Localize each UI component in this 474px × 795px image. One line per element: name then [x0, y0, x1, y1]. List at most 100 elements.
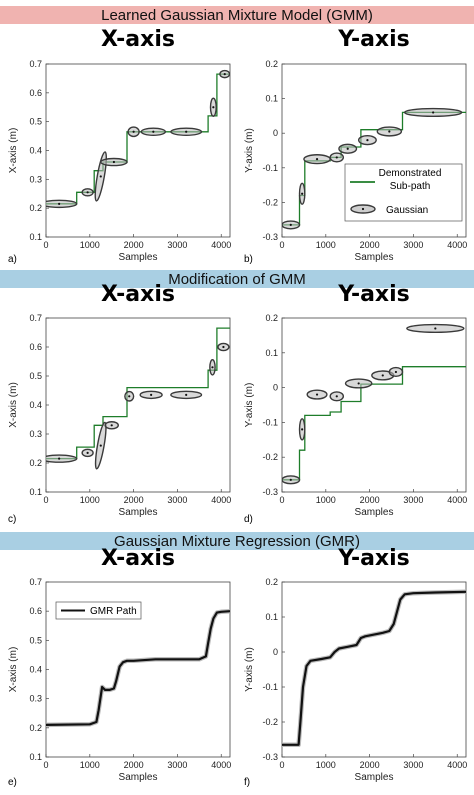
gaussian-center-point	[222, 345, 225, 349]
gaussian-center-point	[132, 130, 135, 133]
gaussian-ellipse	[282, 475, 301, 485]
chart-title: Y-axis	[337, 27, 410, 52]
gaussian-center-point	[112, 160, 116, 164]
x-tick-label: 2000	[360, 240, 380, 250]
gaussian-center-point	[315, 393, 319, 396]
x-tick-label: 2000	[360, 760, 380, 770]
y-tick-label: 0.3	[29, 694, 42, 704]
gaussian-ellipse	[306, 389, 328, 400]
legend-label-gaussian: Gaussian	[386, 205, 428, 216]
gaussian-ellipse	[338, 143, 358, 154]
chart-panel-f: Y-axis -0.3 -0.2 -0.1 0 0.1 0.2 0 1000 2000 3000 40…	[244, 546, 467, 788]
y-tick-label: 0.2	[265, 577, 278, 587]
x-tick-label: 0	[279, 240, 284, 250]
y-tick-label: 0.4	[29, 665, 42, 675]
chart-panel-e: X-axis 0.1 0.2 0.3 0.4 0.5 0.6 0.7 0 1000 2000 3000…	[8, 546, 231, 788]
gaussian-center-point	[110, 424, 113, 427]
chart-title: X-axis	[101, 27, 175, 52]
gaussian-ellipse	[209, 97, 217, 117]
plot-area	[45, 317, 231, 493]
x-tick-label: 0	[43, 760, 48, 770]
x-tick-label: 3000	[167, 240, 187, 250]
y-tick-label: 0.1	[265, 612, 278, 622]
y-tick-label: 0	[273, 383, 278, 393]
y-tick-label: 0.1	[29, 752, 42, 762]
x-tick-label: 2000	[124, 495, 144, 505]
panel-label: b)	[244, 254, 253, 265]
legend-label-subpath: Sub-path	[390, 181, 431, 192]
plot-marks	[282, 323, 466, 485]
y-tick-label: 0.7	[29, 313, 42, 323]
y-tick-label: 0.2	[29, 723, 42, 733]
gaussian-ellipse	[209, 358, 216, 376]
y-tick-label: -0.2	[262, 197, 278, 207]
gaussian-center-point	[394, 370, 398, 374]
y-tick-label: 0.1	[265, 348, 278, 358]
y-tick-label: 0.1	[29, 487, 42, 497]
x-tick-label: 1000	[316, 760, 336, 770]
gaussian-ellipse	[94, 421, 107, 470]
panel-label: f)	[244, 777, 250, 788]
gaussian-center-point	[223, 72, 226, 76]
section-banner-gmr: Gaussian Mixture Regression (GMR)	[0, 532, 474, 550]
gaussian-center-point	[128, 395, 131, 398]
x-axis-label: Samples	[355, 507, 394, 518]
gaussian-center-point	[212, 106, 215, 109]
gaussian-ellipse	[406, 323, 465, 334]
gaussian-ellipse	[217, 342, 230, 352]
x-tick-label: 3000	[167, 495, 187, 505]
section-title: Gaussian Mixture Regression (GMR)	[114, 532, 360, 550]
x-tick-label: 1000	[80, 240, 100, 250]
legend-label-demonstrated: Demonstrated	[379, 168, 442, 179]
gaussian-ellipse	[81, 188, 94, 197]
plot-marks	[46, 608, 230, 728]
x-axis-label: Samples	[119, 507, 158, 518]
gaussian-ellipse	[140, 127, 167, 136]
legend: Demonstrated Sub-path Gaussian	[344, 163, 463, 222]
x-tick-label: 4000	[211, 240, 231, 250]
plot-marks	[46, 69, 230, 209]
x-tick-label: 4000	[211, 760, 231, 770]
gaussian-ellipse	[388, 366, 404, 378]
gaussian-center-point	[289, 478, 292, 481]
chart-title: X-axis	[101, 546, 175, 571]
y-tick-label: 0.2	[265, 59, 278, 69]
x-axis-label: Samples	[119, 252, 158, 263]
panel-label: e)	[8, 777, 17, 788]
y-tick-label: -0.1	[262, 163, 278, 173]
y-tick-label: 0.4	[29, 146, 42, 156]
legend-box	[55, 601, 142, 620]
y-axis-label: Y-axis (m)	[244, 383, 255, 428]
gaussian-ellipse	[81, 448, 94, 458]
chart-panel-b: Y-axis -0.3 -0.2 -0.1 0 0.1 0.2 0 1000 2000 3000 40…	[244, 27, 467, 265]
y-tick-label: 0.6	[29, 606, 42, 616]
gaussian-ellipse	[298, 182, 306, 205]
gaussian-ellipse	[344, 378, 373, 389]
x-tick-label: 3000	[403, 240, 423, 250]
gaussian-ellipse	[329, 152, 345, 163]
x-tick-label: 0	[43, 495, 48, 505]
gaussian-ellipse	[298, 418, 306, 441]
x-tick-label: 1000	[80, 495, 100, 505]
x-tick-label: 4000	[447, 240, 467, 250]
y-tick-label: -0.2	[262, 717, 278, 727]
section-banner-modification: Modification of GMM	[0, 270, 474, 288]
gaussian-center-point	[357, 382, 360, 385]
y-tick-label: 0.3	[29, 174, 42, 184]
legend-label-gmr: GMR Path	[90, 606, 137, 617]
chart-panel-a: X-axis 0.1 0.2 0.3 0.4 0.5 0.6 0.7 0 1000 2000 3000…	[8, 27, 231, 265]
y-tick-label: 0.7	[29, 577, 42, 587]
y-tick-label: 0.7	[29, 59, 42, 69]
gaussian-center-point	[58, 457, 61, 460]
gaussian-ellipse-shape	[46, 199, 78, 209]
gaussian-ellipse	[127, 126, 140, 138]
x-tick-label: 0	[279, 760, 284, 770]
plot-marks	[46, 327, 230, 470]
y-tick-label: -0.3	[262, 232, 278, 242]
x-tick-label: 2000	[124, 760, 144, 770]
y-tick-label: -0.2	[262, 452, 278, 462]
y-tick-label: 0.1	[29, 232, 42, 242]
x-axis-label: Samples	[355, 252, 394, 263]
gaussian-center-point	[99, 175, 102, 178]
x-tick-label: 3000	[403, 760, 423, 770]
